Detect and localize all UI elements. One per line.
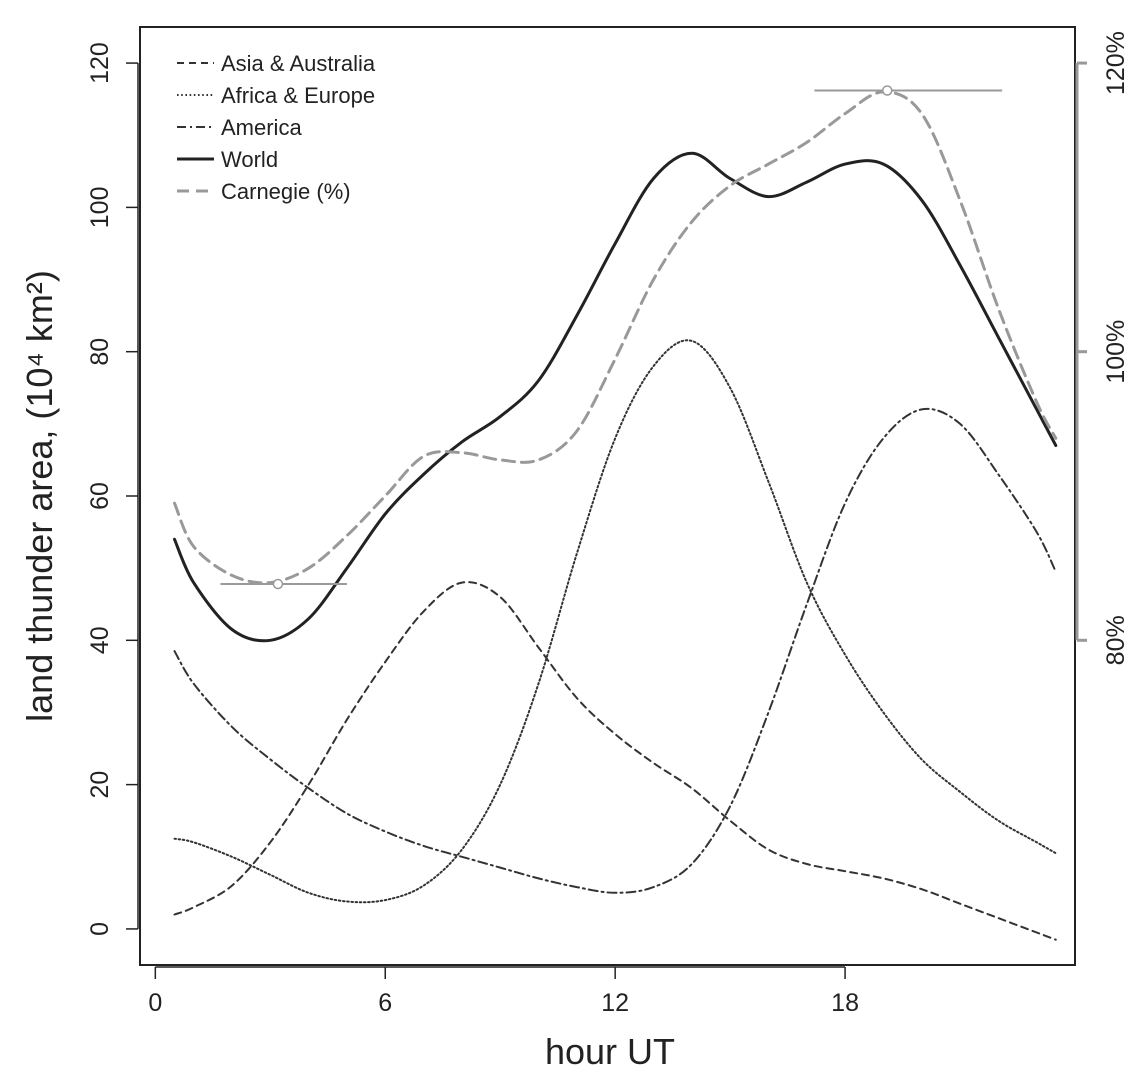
y-tick-label: 100 bbox=[86, 187, 114, 229]
right-y-tick-label: 120% bbox=[1102, 31, 1130, 95]
y-tick-label: 40 bbox=[86, 626, 114, 654]
series-line-2 bbox=[173, 339, 1057, 904]
legend: Asia & Australia Africa & Europe America Wo… bbox=[177, 51, 376, 204]
legend-label-1: Asia & Australia bbox=[221, 51, 376, 76]
y-tick-label: 20 bbox=[86, 771, 114, 799]
y-tick-label: 120 bbox=[86, 42, 114, 84]
legend-label-4: World bbox=[221, 147, 278, 172]
range-marker-point-1 bbox=[272, 578, 284, 590]
series-line-4 bbox=[173, 151, 1058, 643]
y-tick-label: 60 bbox=[86, 482, 114, 510]
y-axis-title: land thunder area, (10⁴ km²) bbox=[19, 270, 60, 722]
x-tick-label: 12 bbox=[601, 989, 629, 1017]
annotation-layer bbox=[220, 85, 1003, 590]
series-line-1 bbox=[173, 581, 1057, 941]
y-axis: 0 20 40 60 80 100 120 bbox=[86, 42, 139, 936]
legend-label-2: Africa & Europe bbox=[221, 83, 375, 108]
series-layer bbox=[173, 90, 1058, 941]
right-y-tick-label: 80% bbox=[1102, 615, 1130, 665]
x-tick-label: 18 bbox=[831, 989, 859, 1017]
legend-label-5: Carnegie (%) bbox=[221, 179, 351, 204]
right-y-axis: 80% 100% 120% bbox=[1075, 31, 1130, 665]
series-line-5 bbox=[173, 90, 1058, 585]
right-y-tick-label: 100% bbox=[1102, 320, 1130, 384]
range-marker-point-2 bbox=[881, 85, 893, 96]
x-tick-label: 6 bbox=[378, 989, 392, 1017]
x-tick-label: 0 bbox=[148, 989, 162, 1017]
y-tick-label: 0 bbox=[86, 922, 114, 936]
x-axis: 0 6 12 18 bbox=[148, 966, 859, 1017]
y-tick-label: 80 bbox=[86, 338, 114, 366]
plot-frame bbox=[139, 26, 1076, 966]
series-line-3 bbox=[173, 407, 1057, 894]
legend-label-3: America bbox=[221, 115, 302, 140]
x-axis-title: hour UT bbox=[545, 1031, 675, 1072]
